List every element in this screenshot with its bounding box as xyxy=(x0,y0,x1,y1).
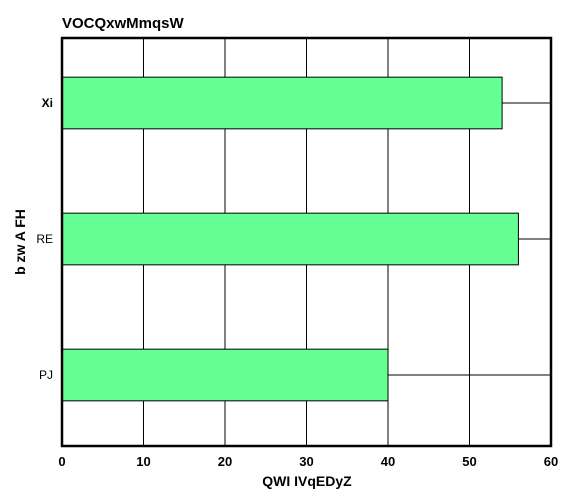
x-tick-label-20: 20 xyxy=(218,454,232,469)
plot-frame xyxy=(60,36,553,448)
bar-PJ xyxy=(61,348,389,402)
x-tick-label-50: 50 xyxy=(462,454,476,469)
y-tick-labels: Xi RE PJ xyxy=(36,96,53,382)
x-tick-label-0: 0 xyxy=(58,454,65,469)
x-tick-label-40: 40 xyxy=(381,454,395,469)
bar-RE xyxy=(61,212,519,266)
bars xyxy=(61,76,519,402)
y-tick-label-PJ: PJ xyxy=(39,368,53,382)
x-tick-label-60: 60 xyxy=(544,454,558,469)
x-axis-label: QWI IVqEDyZ xyxy=(262,473,352,489)
chart-title: VOCQxwMmqsW xyxy=(62,15,185,32)
x-tick-label-30: 30 xyxy=(299,454,313,469)
x-tick-label-10: 10 xyxy=(136,454,150,469)
bar-Xi xyxy=(61,76,503,130)
y-axis-label: b zw A FH xyxy=(12,209,28,275)
y-tick-label-Xi: Xi xyxy=(42,96,53,110)
y-tick-label-RE: RE xyxy=(36,232,53,246)
x-tick-labels: 0 10 20 30 40 50 60 xyxy=(58,454,558,469)
